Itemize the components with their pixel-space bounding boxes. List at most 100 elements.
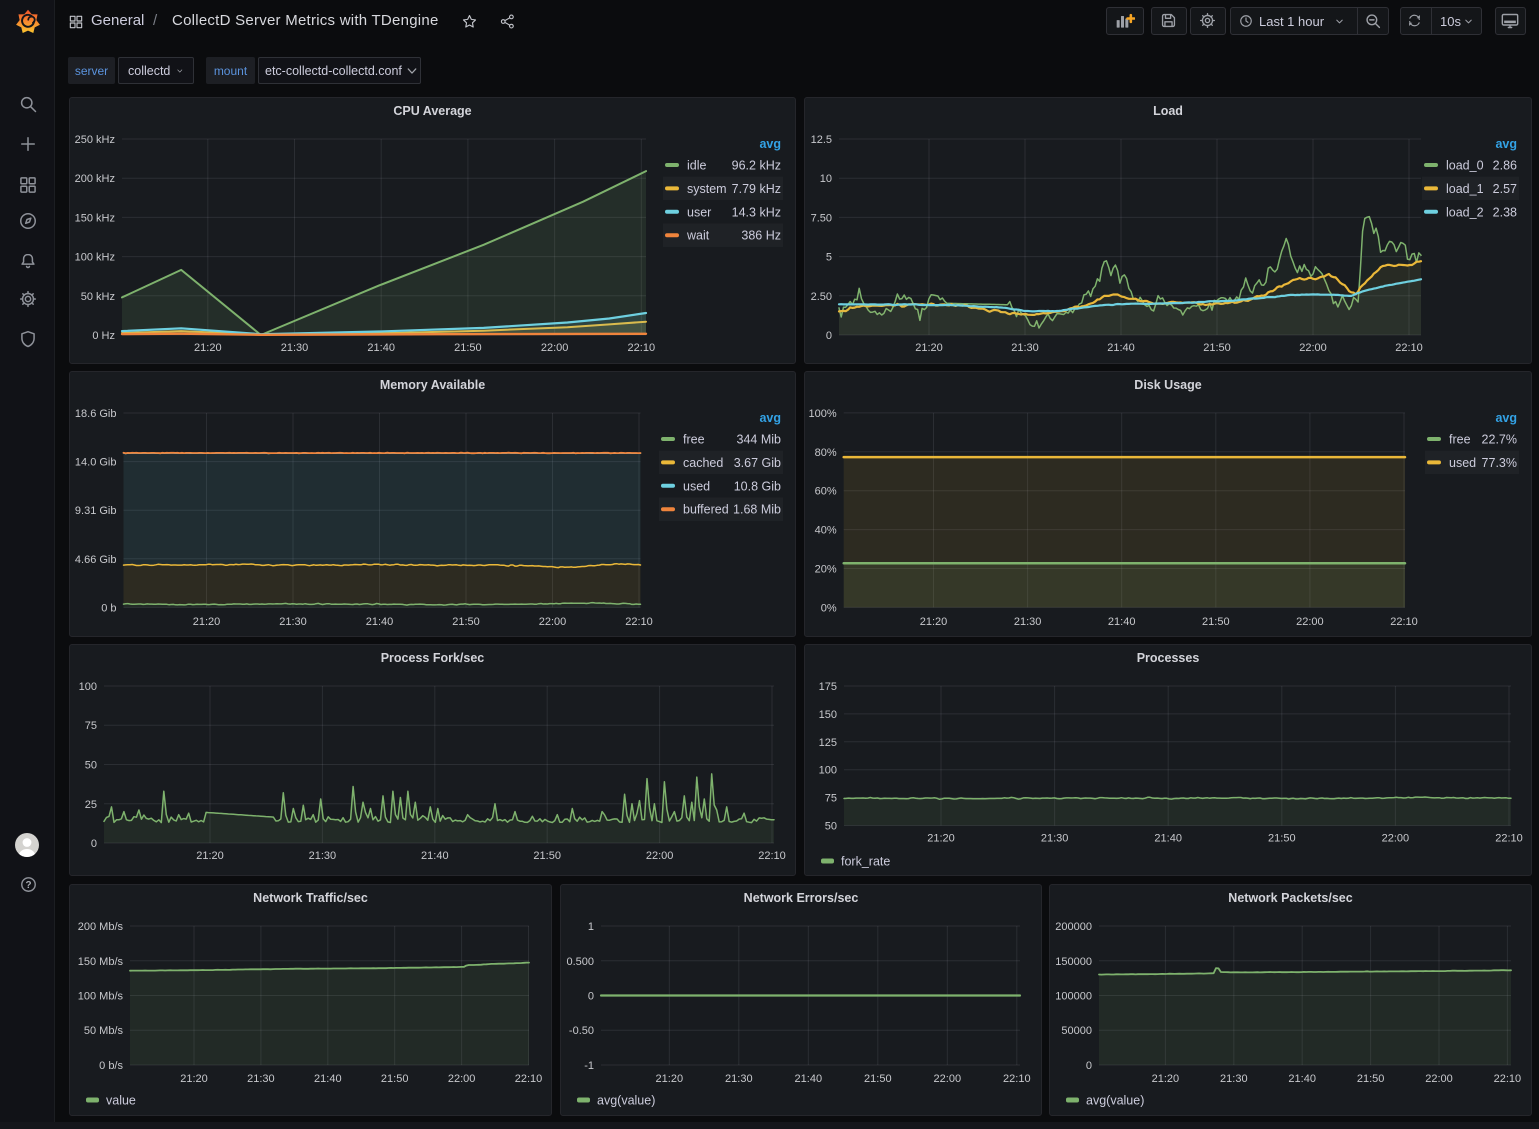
svg-text:1: 1	[588, 921, 594, 933]
svg-text:60%: 60%	[815, 486, 837, 498]
svg-text:0 b/s: 0 b/s	[99, 1060, 123, 1072]
svg-text:150000: 150000	[1055, 956, 1092, 968]
svg-text:load_0: load_0	[1446, 159, 1484, 173]
svg-text:21:20: 21:20	[196, 850, 224, 862]
svg-text:50: 50	[85, 760, 97, 772]
svg-text:22:00: 22:00	[1382, 833, 1410, 845]
svg-text:21:30: 21:30	[1014, 616, 1042, 628]
svg-text:21:40: 21:40	[366, 616, 394, 628]
svg-text:avg: avg	[759, 137, 781, 151]
svg-text:22:10: 22:10	[625, 616, 653, 628]
svg-text:22:00: 22:00	[934, 1073, 962, 1085]
svg-text:wait: wait	[686, 229, 710, 243]
svg-text:21:30: 21:30	[1011, 342, 1039, 354]
svg-text:fork_rate: fork_rate	[841, 855, 890, 869]
svg-text:21:20: 21:20	[915, 342, 943, 354]
svg-text:2.57: 2.57	[1493, 182, 1517, 196]
svg-text:free: free	[683, 433, 705, 447]
svg-text:2.38: 2.38	[1493, 205, 1517, 219]
svg-text:21:20: 21:20	[194, 342, 222, 354]
svg-text:21:30: 21:30	[1220, 1073, 1248, 1085]
svg-text:21:30: 21:30	[1041, 833, 1069, 845]
svg-text:21:40: 21:40	[1107, 342, 1135, 354]
svg-text:100: 100	[819, 765, 837, 777]
svg-text:free: free	[1449, 433, 1471, 447]
svg-text:200 Mb/s: 200 Mb/s	[78, 921, 124, 933]
svg-text:21:40: 21:40	[367, 342, 395, 354]
svg-text:0: 0	[588, 991, 594, 1003]
svg-text:7.50: 7.50	[811, 212, 832, 224]
svg-text:9.31 Gib: 9.31 Gib	[75, 505, 117, 517]
svg-text:22:10: 22:10	[1390, 616, 1418, 628]
svg-text:used: used	[1449, 456, 1476, 470]
svg-text:10: 10	[820, 173, 832, 185]
svg-text:25: 25	[85, 799, 97, 811]
svg-text:avg(value): avg(value)	[1086, 1094, 1144, 1108]
svg-text:22:10: 22:10	[1495, 833, 1523, 845]
svg-text:21:40: 21:40	[421, 850, 449, 862]
svg-text:21:50: 21:50	[1202, 616, 1230, 628]
svg-text:avg: avg	[1495, 137, 1517, 151]
svg-text:22:00: 22:00	[646, 850, 674, 862]
svg-text:0 b: 0 b	[101, 602, 116, 614]
svg-text:100 Mb/s: 100 Mb/s	[78, 991, 124, 1003]
svg-text:50: 50	[825, 821, 837, 833]
svg-text:10.8 Gib: 10.8 Gib	[734, 479, 781, 493]
svg-text:150: 150	[819, 709, 837, 721]
svg-text:22:10: 22:10	[628, 342, 656, 354]
svg-text:21:50: 21:50	[381, 1073, 409, 1085]
svg-text:21:40: 21:40	[1288, 1073, 1316, 1085]
svg-text:-1: -1	[584, 1060, 594, 1072]
svg-text:0: 0	[1086, 1060, 1092, 1072]
svg-text:2.86: 2.86	[1493, 159, 1517, 173]
svg-text:50 Mb/s: 50 Mb/s	[84, 1025, 124, 1037]
svg-text:21:50: 21:50	[1203, 342, 1231, 354]
svg-text:386 Hz: 386 Hz	[741, 229, 781, 243]
svg-text:344 Mib: 344 Mib	[737, 433, 782, 447]
svg-text:50 kHz: 50 kHz	[81, 291, 115, 303]
svg-text:77.3%: 77.3%	[1482, 456, 1517, 470]
svg-text:21:50: 21:50	[533, 850, 561, 862]
svg-text:21:30: 21:30	[725, 1073, 753, 1085]
svg-text:-0.50: -0.50	[569, 1025, 594, 1037]
svg-text:150 Mb/s: 150 Mb/s	[78, 956, 124, 968]
svg-text:20%: 20%	[815, 564, 837, 576]
svg-text:125: 125	[819, 737, 837, 749]
svg-text:40%: 40%	[815, 525, 837, 537]
svg-text:21:20: 21:20	[180, 1073, 208, 1085]
svg-text:22:00: 22:00	[1425, 1073, 1453, 1085]
svg-text:21:20: 21:20	[193, 616, 221, 628]
svg-text:14.0 Gib: 14.0 Gib	[75, 457, 117, 469]
svg-text:21:50: 21:50	[1357, 1073, 1385, 1085]
svg-text:3.67 Gib: 3.67 Gib	[734, 456, 781, 470]
svg-text:22:10: 22:10	[515, 1073, 543, 1085]
svg-text:4.66 Gib: 4.66 Gib	[75, 554, 117, 566]
svg-text:22:00: 22:00	[448, 1073, 476, 1085]
svg-text:21:20: 21:20	[920, 616, 948, 628]
svg-text:150 kHz: 150 kHz	[75, 212, 115, 224]
svg-text:250 kHz: 250 kHz	[75, 134, 115, 146]
svg-text:21:50: 21:50	[452, 616, 480, 628]
svg-text:22:00: 22:00	[1296, 616, 1324, 628]
svg-text:175: 175	[819, 681, 837, 693]
svg-text:21:50: 21:50	[864, 1073, 892, 1085]
svg-text:21:50: 21:50	[454, 342, 482, 354]
svg-text:22:10: 22:10	[1003, 1073, 1031, 1085]
svg-text:load_2: load_2	[1446, 205, 1484, 219]
svg-text:75: 75	[85, 720, 97, 732]
svg-text:5: 5	[826, 252, 832, 264]
svg-text:load_1: load_1	[1446, 182, 1484, 196]
svg-text:avg(value): avg(value)	[597, 1094, 655, 1108]
svg-text:22:10: 22:10	[1395, 342, 1423, 354]
svg-text:cached: cached	[683, 456, 723, 470]
svg-text:21:30: 21:30	[309, 850, 337, 862]
svg-text:21:40: 21:40	[1154, 833, 1182, 845]
svg-text:21:20: 21:20	[656, 1073, 684, 1085]
svg-text:22:00: 22:00	[539, 616, 567, 628]
svg-text:80%: 80%	[815, 447, 837, 459]
svg-text:75: 75	[825, 793, 837, 805]
svg-text:12.5: 12.5	[811, 134, 832, 146]
svg-text:0: 0	[826, 330, 832, 342]
svg-text:system: system	[687, 182, 727, 196]
svg-text:0 Hz: 0 Hz	[92, 330, 115, 342]
